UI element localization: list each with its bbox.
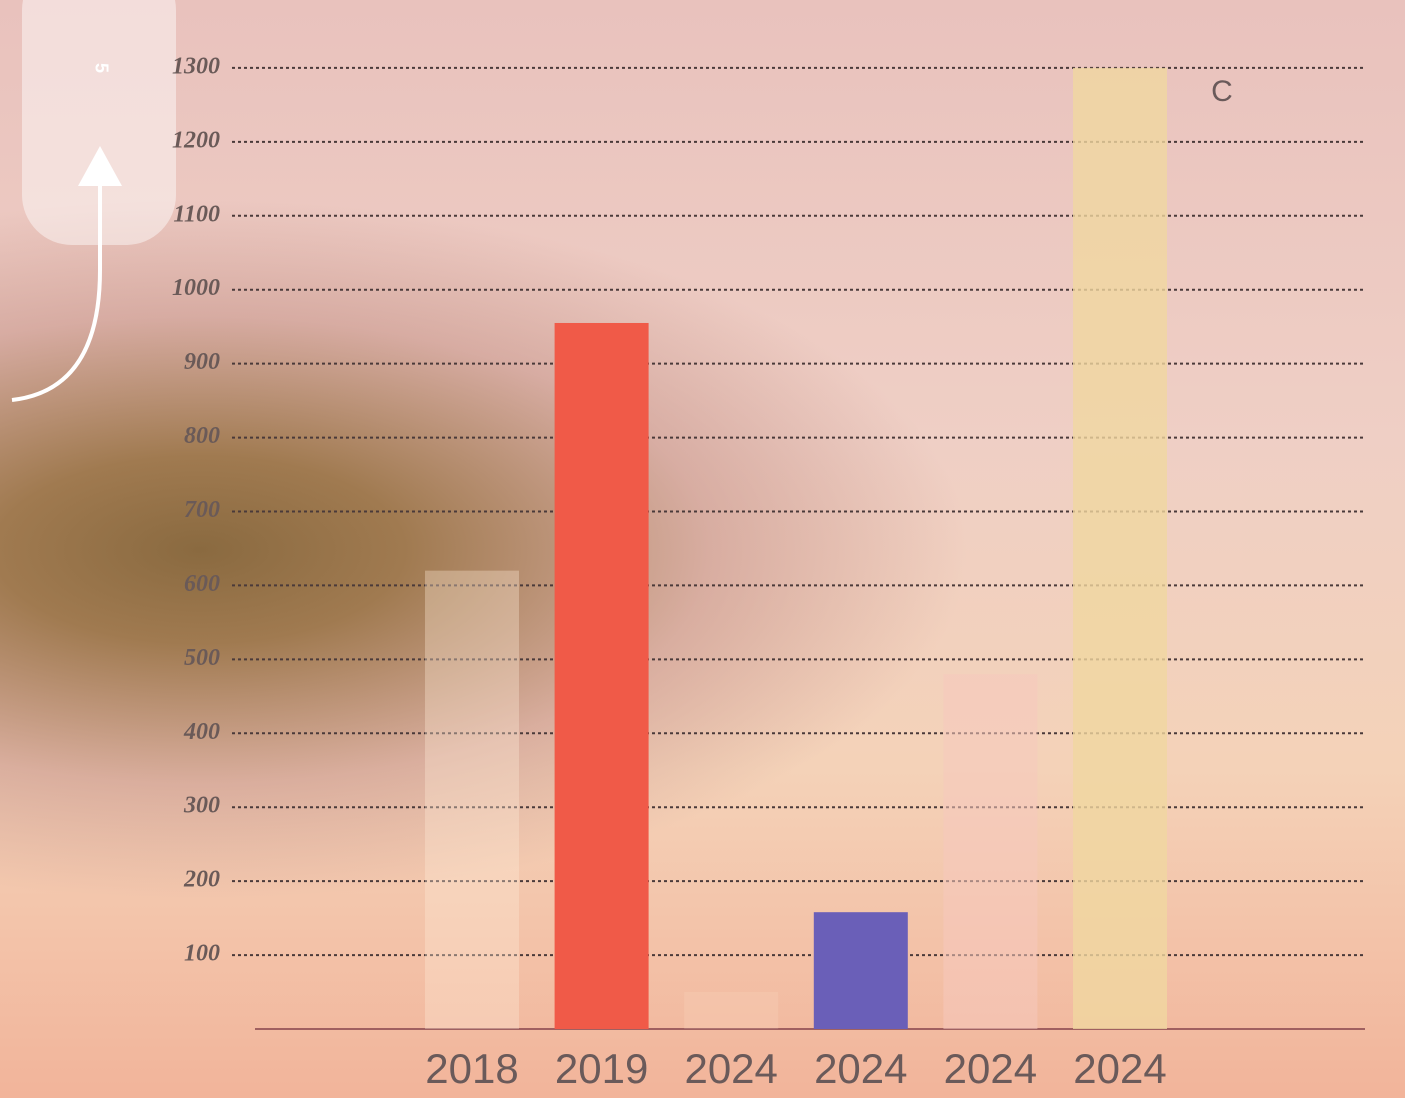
sidebar-panel[interactable] <box>22 0 176 245</box>
y-tick-label: 600 <box>184 571 220 597</box>
x-tick-label: 2018 <box>425 1045 518 1092</box>
x-tick-label: 2024 <box>1073 1045 1166 1092</box>
annotation: C <box>1211 75 1233 108</box>
bar <box>425 570 519 1029</box>
y-tick-label: 1100 <box>173 201 220 227</box>
bar <box>684 992 779 1029</box>
y-tick-label: 700 <box>184 497 220 523</box>
arrow-head <box>78 146 122 186</box>
bar <box>1073 67 1167 1029</box>
y-tick-label: 100 <box>184 941 220 967</box>
arrow <box>11 180 102 402</box>
sidebar-label[interactable]: 5 <box>91 63 111 73</box>
y-tick-label: 1200 <box>172 127 220 153</box>
y-tick-label: 1400 <box>172 0 220 6</box>
y-tick-label: 300 <box>183 793 220 819</box>
bar <box>554 322 649 1029</box>
y-tick-label: 1000 <box>172 275 220 301</box>
bar <box>813 912 908 1029</box>
y-tick-label: 800 <box>184 423 220 449</box>
x-tick-label: 2024 <box>814 1045 907 1092</box>
y-tick-label: 1300 <box>172 53 220 79</box>
y-tick-label: 500 <box>184 645 220 671</box>
y-tick-label: 400 <box>183 719 220 745</box>
y-tick-label: 200 <box>183 867 220 893</box>
x-tick-label: 2024 <box>944 1045 1037 1092</box>
x-tick-label: 2024 <box>684 1045 777 1092</box>
y-tick-label: 900 <box>184 349 220 375</box>
bar <box>943 674 1038 1029</box>
x-tick-label: 2019 <box>555 1045 648 1092</box>
